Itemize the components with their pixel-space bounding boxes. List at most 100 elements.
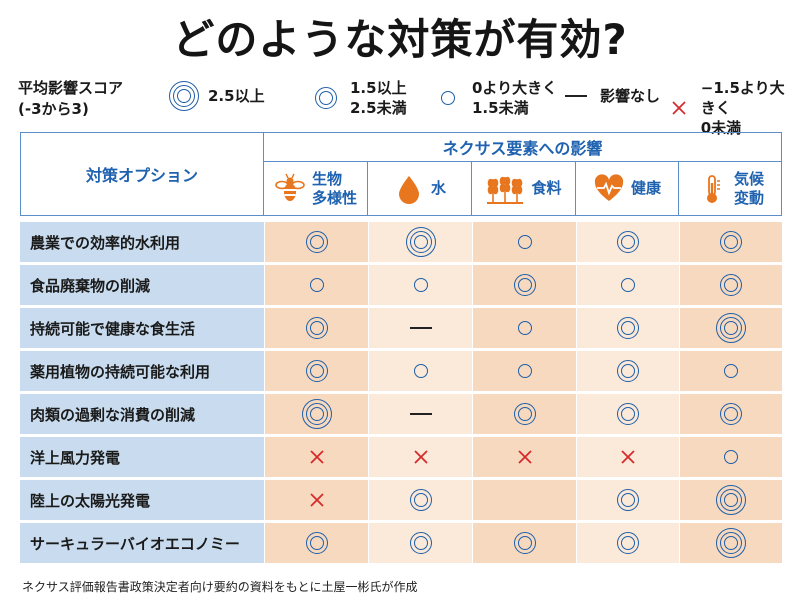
- row-label: サーキュラーバイオエコノミー: [20, 523, 264, 563]
- column-header: 生物 多様性: [264, 162, 368, 216]
- column-header: 食料: [472, 162, 576, 216]
- table-cell: [680, 265, 782, 305]
- row-label: 持続可能で健康な食生活: [20, 308, 264, 348]
- triple-circle-icon: [716, 313, 746, 343]
- column-header-label: 水: [430, 179, 446, 197]
- legend-text: 2.5以上: [208, 87, 265, 105]
- double-circle-icon: [513, 274, 536, 296]
- cross-icon: [412, 448, 430, 466]
- heart-pulse-icon: [593, 173, 625, 205]
- double-circle-icon: [720, 274, 742, 296]
- table-cell: [369, 308, 472, 348]
- table-cell: [577, 308, 679, 348]
- table-cell: [680, 523, 782, 563]
- column-header: 気候 変動: [679, 162, 782, 216]
- cross-icon: [619, 448, 637, 466]
- row-label: 陸上の太陽光発電: [20, 480, 264, 520]
- table-cell: [369, 222, 472, 262]
- single-circle-icon: [621, 278, 635, 292]
- cross-icon: [670, 99, 688, 117]
- row-label: 薬用植物の持続可能な利用: [20, 351, 264, 391]
- single-circle-icon: [517, 235, 532, 249]
- table-cell: [577, 480, 679, 520]
- legend-text: 0より大きく 1.5未満: [472, 79, 558, 117]
- dash-icon: [409, 413, 432, 415]
- table-cell: [265, 437, 368, 477]
- triple-circle-icon: [405, 227, 436, 257]
- double-circle-icon: [617, 231, 639, 253]
- table-cell: [680, 308, 782, 348]
- cross-icon: [516, 448, 534, 466]
- cross-icon: [308, 491, 326, 509]
- double-circle-icon: [617, 532, 639, 554]
- table-cell: [369, 480, 472, 520]
- dash-icon: [565, 95, 587, 97]
- table-cell: [680, 394, 782, 434]
- row-label: 食品廃棄物の削減: [20, 265, 264, 305]
- table-cell: [473, 480, 576, 520]
- legend-item: 1.5以上 2.5未満: [308, 78, 407, 118]
- double-circle-icon: [305, 231, 328, 253]
- table-cell: [577, 222, 679, 262]
- legend-item: 0より大きく 1.5未満: [430, 78, 557, 118]
- legend-item: −1.5より大きく 0未満: [664, 78, 798, 138]
- triple-circle-icon: [716, 485, 746, 515]
- table-cell: [577, 265, 679, 305]
- table-row: 薬用植物の持続可能な利用: [20, 351, 782, 391]
- legend: 平均影響スコア (-3から3) 2.5以上 1.5以上 2.5未満 0より大きく 1.5…: [18, 76, 798, 137]
- double-circle-icon: [409, 489, 432, 511]
- legend-text: 1.5以上 2.5未満: [350, 79, 407, 117]
- table-cell: [369, 523, 472, 563]
- table-cell: [369, 437, 472, 477]
- bee-icon: [274, 173, 306, 205]
- double-circle-icon: [305, 317, 328, 339]
- column-header-label: 食料: [531, 179, 562, 197]
- triple-circle-icon: [301, 399, 332, 429]
- column-header-label: 生物 多様性: [311, 169, 357, 207]
- table-cell: [265, 394, 368, 434]
- table-row: 洋上風力発電: [20, 437, 782, 477]
- double-circle-icon: [720, 403, 742, 425]
- table-cell: [680, 351, 782, 391]
- column-header-label: 気候 変動: [733, 169, 764, 207]
- table-cell: [473, 437, 576, 477]
- measures-table: 対策オプション ネクサス要素への影響 生物 多様性 水 食料 健康 気候 変動 農業での効率…: [20, 132, 782, 572]
- water-drop-icon: [393, 173, 425, 205]
- legend-item: 影響なし: [558, 78, 660, 114]
- double-circle-icon: [409, 532, 432, 554]
- triple-circle-icon: [169, 81, 199, 111]
- column-header-label: 健康: [630, 179, 661, 197]
- table-row: 陸上の太陽光発電: [20, 480, 782, 520]
- table-cell: [680, 480, 782, 520]
- table-cell: [265, 308, 368, 348]
- double-circle-icon: [513, 403, 536, 425]
- single-circle-icon: [517, 321, 532, 335]
- row-label: 農業での効率的水利用: [20, 222, 264, 262]
- option-header: 対策オプション: [20, 132, 264, 216]
- cross-icon: [308, 448, 326, 466]
- table-cell: [369, 351, 472, 391]
- table-cell: [265, 351, 368, 391]
- table-cell: [473, 222, 576, 262]
- single-circle-icon: [413, 278, 428, 292]
- table-row: 持続可能で健康な食生活: [20, 308, 782, 348]
- single-circle-icon: [441, 91, 455, 105]
- page-title: どのような対策が有効?: [172, 15, 628, 64]
- table-row: 肉類の過剰な消費の削減: [20, 394, 782, 434]
- legend-label: 平均影響スコア (-3から3): [18, 79, 124, 118]
- legend-item: 2.5以上: [166, 78, 265, 114]
- table-cell: [577, 437, 679, 477]
- double-circle-icon: [617, 489, 639, 511]
- thermometer-icon: [696, 173, 728, 205]
- table-cell: [473, 523, 576, 563]
- column-header: 健康: [576, 162, 679, 216]
- table-cell: [577, 523, 679, 563]
- double-circle-icon: [617, 403, 639, 425]
- single-circle-icon: [724, 450, 738, 464]
- table-cell: [473, 265, 576, 305]
- dash-icon: [409, 327, 432, 329]
- table-cell: [265, 222, 368, 262]
- table-row: 農業での効率的水利用: [20, 222, 782, 262]
- table-cell: [577, 394, 679, 434]
- table-cell: [265, 265, 368, 305]
